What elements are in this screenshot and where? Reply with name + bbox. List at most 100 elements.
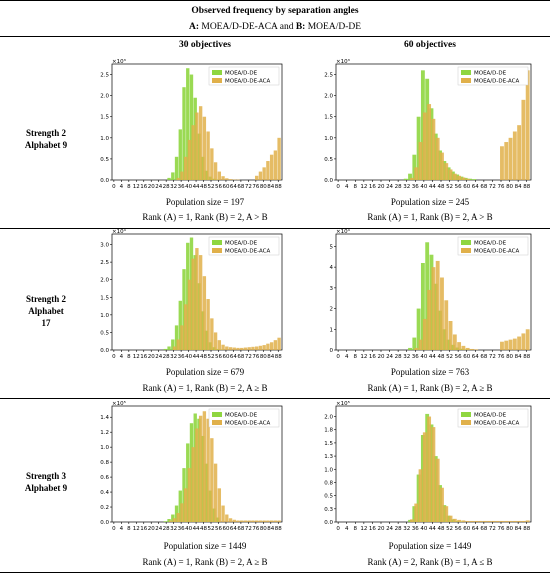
legend-label: MOEA/D-DE-ACA [225, 79, 270, 85]
bar-moead-de-aca [517, 520, 522, 522]
x-tick-label: 4 [345, 526, 349, 532]
y-tick-label: 2.5 [100, 73, 109, 79]
x-tick-label: 12 [360, 526, 367, 532]
bar-moead-de-aca [210, 148, 214, 180]
x-tick-label: 28 [395, 354, 402, 360]
y-tick-label: 0 [330, 348, 334, 354]
y-tick-label: 1.5 [324, 115, 333, 121]
bar-moead-de-aca [277, 137, 281, 180]
x-tick-label: 8 [127, 354, 131, 360]
x-tick-label: 72 [245, 184, 252, 190]
bar-moead-de-aca [184, 156, 188, 180]
x-tick-label: 60 [222, 354, 229, 360]
bar-moead-de-aca [474, 520, 479, 522]
x-tick-label: 72 [489, 526, 496, 532]
bar-moead-de-aca [187, 468, 192, 522]
bar-moead-de-aca [448, 169, 453, 180]
x-tick-label: 8 [354, 354, 358, 360]
bar-moead-de-aca [521, 333, 526, 350]
y-tick-label: 1.4 [100, 415, 109, 421]
bar-moead-de-aca [258, 520, 263, 522]
x-tick-label: 84 [267, 526, 274, 532]
x-tick-label: 72 [245, 354, 252, 360]
bar-moead-de [420, 263, 425, 350]
x-tick-label: 76 [252, 526, 259, 532]
bar-moead-de-aca [213, 162, 218, 180]
bar-moead-de-aca [457, 175, 462, 180]
bar-moead-de-aca [255, 520, 259, 522]
bar-moead-de [171, 514, 175, 522]
x-tick-label: 16 [369, 354, 376, 360]
bar-moead-de [412, 154, 417, 180]
x-tick-label: 20 [378, 526, 385, 532]
x-tick-label: 4 [120, 184, 124, 190]
x-tick-label: 76 [252, 184, 259, 190]
y-tick-label: 0.2 [100, 505, 109, 511]
x-tick-label: 36 [178, 526, 185, 532]
bar-moead-de-aca [487, 520, 492, 522]
x-tick-label: 48 [200, 354, 207, 360]
x-tick-label: 0 [336, 184, 340, 190]
bar-moead-de-aca [504, 340, 509, 350]
bar-moead-de [163, 348, 168, 350]
x-tick-label: 28 [163, 354, 170, 360]
bar-moead-de-aca [525, 70, 530, 180]
bar-moead-de-aca [210, 438, 214, 522]
x-tick-label: 0 [336, 354, 340, 360]
bar-moead-de-aca [444, 300, 449, 350]
caption-pop-1: Population size = 245 [390, 197, 470, 207]
header-rule [0, 36, 550, 37]
y-tick-label: 1.2 [100, 430, 109, 436]
legend-box [457, 236, 529, 256]
bar-moead-de-aca [448, 515, 453, 522]
x-tick-label: 84 [267, 354, 274, 360]
legend-swatch [461, 78, 471, 83]
bar-moead-de-aca [273, 340, 278, 350]
bar-moead-de-aca [228, 347, 233, 350]
bar-moead-de [420, 70, 425, 180]
bar-moead-de-aca [184, 304, 188, 350]
bar-moead-de [442, 505, 447, 522]
bar-moead-de-aca [221, 505, 225, 522]
bar-moead-de-aca [198, 415, 203, 522]
x-tick-label: 20 [148, 184, 155, 190]
bar-moead-de-aca [431, 118, 436, 180]
x-tick-label: 4 [345, 184, 349, 190]
legend-swatch [212, 70, 222, 75]
x-tick-label: 8 [354, 184, 358, 190]
bar-moead-de-aca [444, 163, 449, 180]
legend-swatch [461, 420, 471, 425]
x-tick-label: 52 [446, 526, 453, 532]
legend-swatch [461, 412, 471, 417]
x-tick-label: 84 [515, 526, 522, 532]
bar-moead-de-aca [435, 137, 440, 180]
bar-moead-de-aca [517, 125, 522, 180]
x-tick-label: 68 [480, 184, 487, 190]
y-tick-label: 1 [330, 327, 334, 333]
legend-swatch [212, 420, 222, 425]
y-tick-label: 4 [330, 265, 334, 271]
bar-moead-de-aca [269, 154, 274, 180]
bar-moead-de [171, 339, 175, 350]
bar-moead-de-aca [508, 339, 513, 350]
bar-moead-de [420, 435, 425, 522]
bar-moead-de-aca [221, 344, 225, 350]
x-tick-label: 12 [360, 354, 367, 360]
caption-rank-4: Rank (A) = 1, Rank (B) = 2, A ≥ B [142, 557, 268, 567]
bar-moead-de-aca [255, 175, 259, 180]
row-label-3-line-1: Strength 3 [25, 471, 67, 481]
row-rule-1 [0, 228, 550, 229]
row-label-3: Strength 3 Alphabet 9 [3, 470, 89, 494]
y-tick-label: 1.5 [100, 295, 109, 301]
bar-moead-de-aca [465, 347, 470, 350]
bar-moead-de-aca [512, 520, 517, 522]
x-tick-label: 40 [185, 184, 192, 190]
legend-label: MOEA/D-DE-ACA [474, 249, 519, 255]
col-header-60: 60 objectives [404, 40, 456, 50]
bar-moead-de [438, 485, 442, 522]
x-tick-label: 84 [515, 184, 522, 190]
x-tick-label: 88 [523, 184, 530, 190]
bar-moead-de-aca [440, 152, 444, 180]
bar-moead-de-aca [414, 167, 419, 180]
